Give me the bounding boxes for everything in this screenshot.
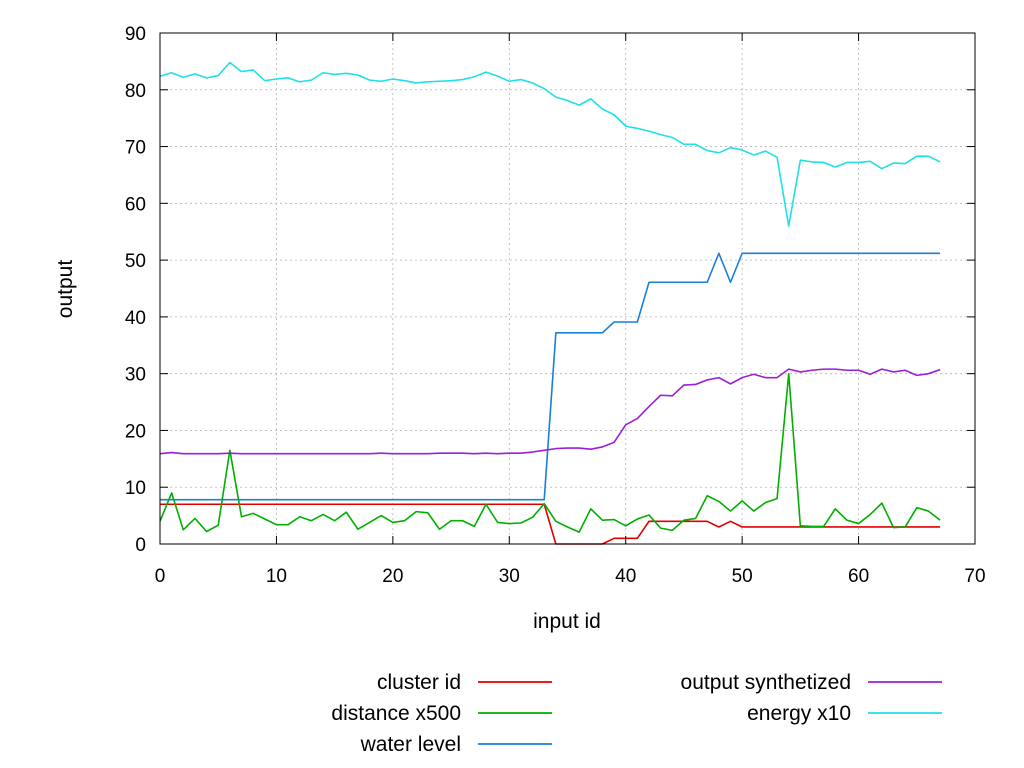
y-axis-label: output — [54, 260, 77, 319]
series-line-distance-x500 — [159, 372, 941, 533]
x-tick-label: 70 — [964, 566, 985, 587]
y-tick-label: 70 — [125, 138, 146, 159]
y-tick-label: 90 — [125, 24, 146, 45]
legend-entry-label: distance x500 — [331, 702, 461, 725]
y-tick-label: 0 — [135, 535, 146, 556]
y-tick-label: 40 — [125, 308, 146, 329]
grid-lines — [160, 33, 975, 544]
x-tick-label: 10 — [266, 566, 287, 587]
y-tick-label: 10 — [125, 478, 146, 499]
legend-entry-label: output synthetized — [681, 671, 851, 694]
series-line-output-synthetized — [159, 368, 941, 455]
axis-ticks: 0 10 20 30 40 50 60 70 0 10 20 30 40 50 60 70 80 90 — [125, 24, 986, 587]
plot-frame — [159, 32, 976, 545]
y-tick-label: 80 — [125, 81, 146, 102]
y-tick-label: 60 — [125, 194, 146, 215]
x-tick-label: 50 — [732, 566, 753, 587]
legend-entry-label: energy x10 — [747, 702, 851, 725]
legend-entry-label: cluster id — [377, 671, 461, 694]
y-tick-label: 50 — [125, 251, 146, 272]
x-tick-label: 30 — [499, 566, 520, 587]
series-line-energy-x10 — [159, 61, 941, 227]
series-lines — [159, 61, 941, 545]
series-line-water-level — [160, 252, 941, 501]
x-tick-label: 40 — [615, 566, 636, 587]
y-tick-label: 30 — [125, 365, 146, 386]
x-tick-label: 20 — [382, 566, 403, 587]
x-tick-label: 0 — [155, 566, 166, 587]
y-tick-label: 20 — [125, 421, 146, 442]
legend-entry-label: water level — [360, 733, 461, 756]
x-axis-label: input id — [533, 610, 601, 633]
legend: cluster id distance x500 water level output… — [331, 671, 942, 756]
x-tick-label: 60 — [848, 566, 869, 587]
